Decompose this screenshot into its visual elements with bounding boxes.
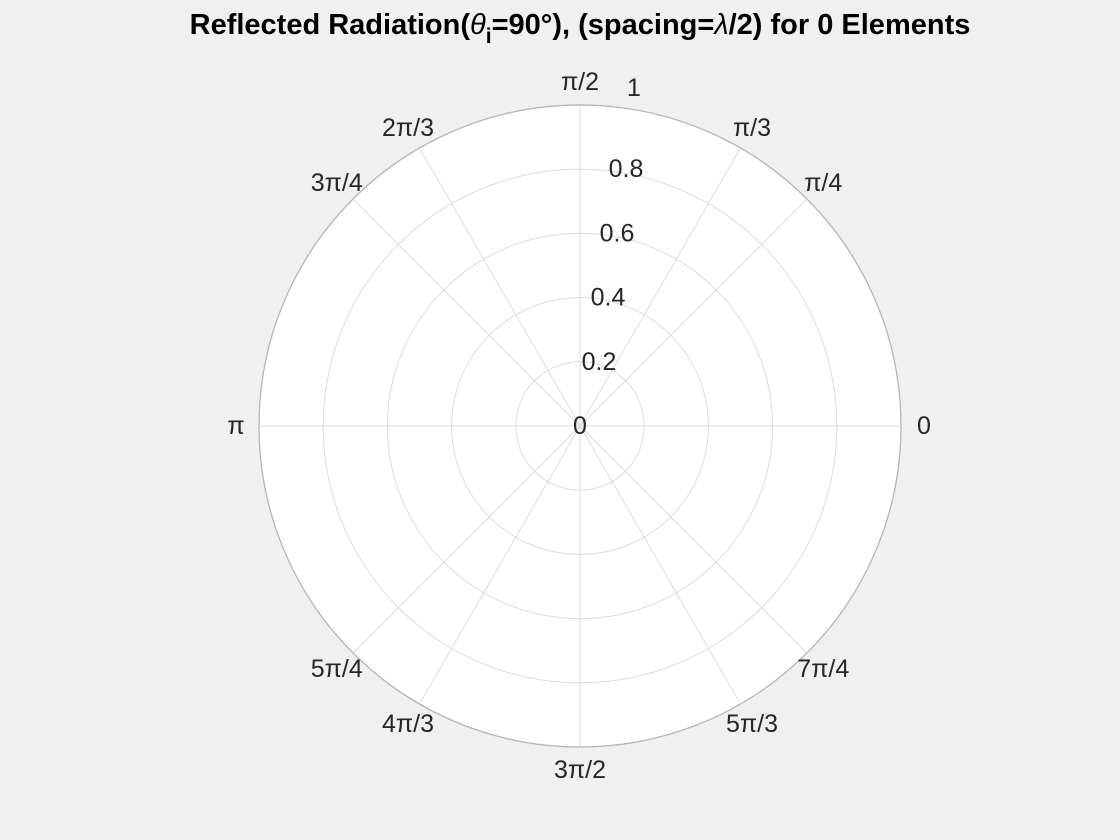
title-end: /2) for 0 Elements (729, 9, 971, 41)
title-prefix: Reflected Radiation( (190, 9, 471, 41)
r-tick-label: 0 (573, 412, 587, 440)
theta-tick-label: π (227, 412, 244, 440)
polar-axes: 0 π/4 π/3 π/2 2π/3 3π/4 π 5π/4 4π/3 3π/2 5π/3 7π/4 0… (227, 68, 931, 784)
r-gridline (515, 361, 645, 491)
theta-gridline (352, 425, 581, 654)
r-gridline (451, 297, 709, 555)
r-gridline (386, 232, 774, 620)
theta-gridline (352, 198, 581, 427)
r-tick-label: 0.2 (582, 348, 617, 376)
theta-tick-label: 5π/4 (311, 655, 363, 683)
r-tick-label: 0.8 (609, 155, 644, 183)
theta-tick-label: 2π/3 (382, 114, 434, 142)
theta-gridline (579, 147, 741, 427)
polar-edge (258, 104, 902, 748)
theta-gridline (579, 425, 808, 654)
title-suffix: =90°), (spacing= (492, 9, 715, 41)
r-tick-label: 0.6 (600, 219, 635, 247)
theta-tick-label: π/2 (561, 68, 599, 96)
theta-tick-label: 4π/3 (382, 710, 434, 738)
theta-gridline (579, 425, 741, 705)
theta-tick-label: π/3 (733, 114, 771, 142)
title-subscript: i (486, 25, 492, 48)
theta-tick-label: π/4 (804, 169, 842, 197)
r-gridline (322, 168, 838, 684)
theta-tick-label: 3π/2 (554, 756, 606, 784)
title-lambda-symbol: λ (712, 9, 728, 41)
theta-tick-label: 0 (917, 412, 931, 440)
theta-gridline (419, 425, 581, 705)
r-tick-label: 0.4 (591, 284, 626, 312)
theta-gridline (579, 198, 808, 427)
chart-title: Reflected Radiation(θi=90°), (spacing=λ/… (190, 9, 971, 48)
r-tick-label: 1 (627, 74, 641, 102)
title-theta-symbol: θ (470, 9, 486, 41)
theta-tick-label: 5π/3 (726, 710, 778, 738)
theta-gridline (419, 147, 581, 427)
theta-tick-label: 7π/4 (797, 655, 849, 683)
theta-tick-label: 3π/4 (311, 169, 363, 197)
